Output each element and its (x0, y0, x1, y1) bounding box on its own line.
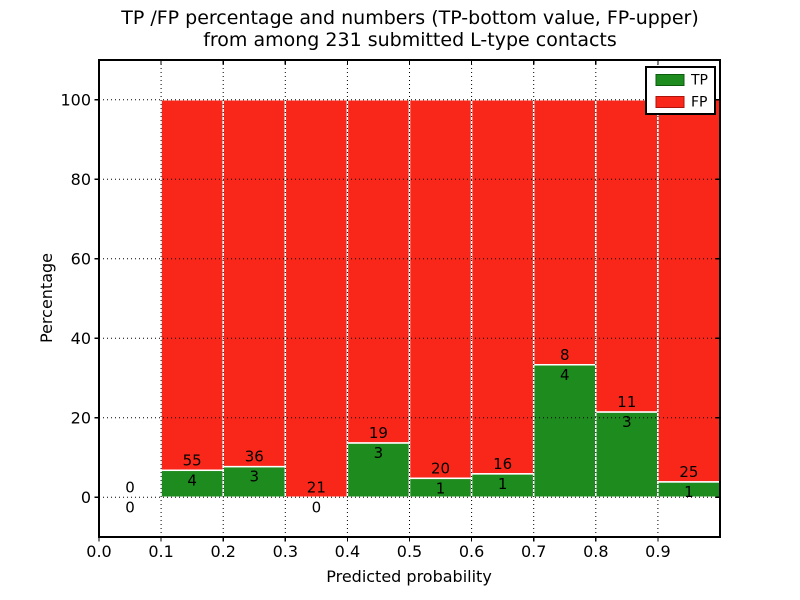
tp-count-label: 0 (125, 498, 135, 516)
fp-count-label: 0 (125, 478, 135, 496)
legend-swatch-fp (655, 96, 685, 108)
fp-bar-segment (408, 99, 473, 480)
ticks-layer (94, 60, 720, 542)
x-tick-label: 0.3 (273, 542, 298, 561)
fp-count-label: 21 (307, 478, 326, 496)
legend-swatch-tp (655, 74, 685, 86)
tp-count-label: 1 (436, 479, 446, 497)
fp-count-label: 19 (369, 424, 388, 442)
legend: TP FP (645, 66, 716, 115)
y-tick-label: 0 (81, 488, 91, 507)
x-tick-label: 0.9 (645, 542, 670, 561)
x-tick-label: 0.8 (583, 542, 608, 561)
fp-bar-segment (160, 99, 224, 472)
x-tick-label: 0.0 (86, 542, 111, 561)
fp-bar-segment (222, 99, 287, 468)
legend-label-fp: FP (691, 95, 708, 111)
chart-title-line1: TP /FP percentage and numbers (TP-bottom… (121, 7, 699, 29)
tp-bar-segment (160, 469, 224, 498)
x-tick-label: 0.6 (459, 542, 484, 561)
fp-bar-segment (346, 99, 411, 444)
fp-bar-segment (284, 99, 349, 498)
fp-bar-segment (470, 99, 535, 475)
y-axis-label: Percentage (37, 253, 56, 343)
tp-count-label: 4 (560, 366, 570, 384)
tp-bar-segment (595, 411, 659, 498)
chart-title: TP /FP percentage and numbers (TP-bottom… (99, 7, 721, 51)
tp-count-label: 0 (312, 498, 322, 516)
xtick-labels: 0.0 0.1 0.2 0.3 0.4 0.5 0.6 0.7 0.8 0.9 (86, 542, 670, 561)
fp-count-label: 55 (183, 451, 202, 469)
ytick-labels: 0 20 40 60 80 100 (60, 90, 91, 507)
tp-count-label: 3 (622, 413, 632, 431)
bar-labels: 0 0 55 4 36 3 21 0 19 3 20 1 16 1 8 4 11 3 25 1 (125, 346, 698, 516)
fp-count-label: 8 (560, 346, 570, 364)
y-tick-label: 20 (71, 408, 91, 427)
y-tick-label: 80 (71, 170, 91, 189)
fp-bar-segment (532, 99, 597, 366)
x-tick-label: 0.4 (335, 542, 360, 561)
x-tick-label: 0.2 (210, 542, 235, 561)
y-tick-label: 40 (71, 329, 91, 348)
fp-bar-segment (595, 99, 659, 413)
chart-title-line2: from among 231 submitted L-type contacts (203, 29, 617, 51)
fp-bar-segment (657, 99, 721, 483)
fp-count-label: 11 (617, 393, 636, 411)
tp-count-label: 4 (187, 471, 197, 489)
tp-count-label: 1 (498, 475, 508, 493)
y-tick-label: 100 (60, 90, 91, 109)
tp-bar-segment (532, 364, 597, 498)
x-tick-label: 0.1 (148, 542, 173, 561)
tp-count-label: 1 (684, 483, 694, 501)
bars-layer (160, 99, 721, 499)
x-axis-label: Predicted probability (326, 567, 492, 586)
fp-count-label: 20 (431, 459, 450, 477)
fp-count-label: 16 (493, 455, 512, 473)
fp-count-label: 25 (679, 463, 698, 481)
tp-count-label: 3 (249, 468, 259, 486)
fp-count-label: 36 (245, 448, 264, 466)
x-tick-label: 0.5 (397, 542, 422, 561)
y-tick-label: 60 (71, 249, 91, 268)
legend-label-tp: TP (690, 73, 708, 89)
x-tick-label: 0.7 (521, 542, 546, 561)
tp-count-label: 3 (374, 444, 384, 462)
tp-bar-segment (346, 442, 411, 499)
